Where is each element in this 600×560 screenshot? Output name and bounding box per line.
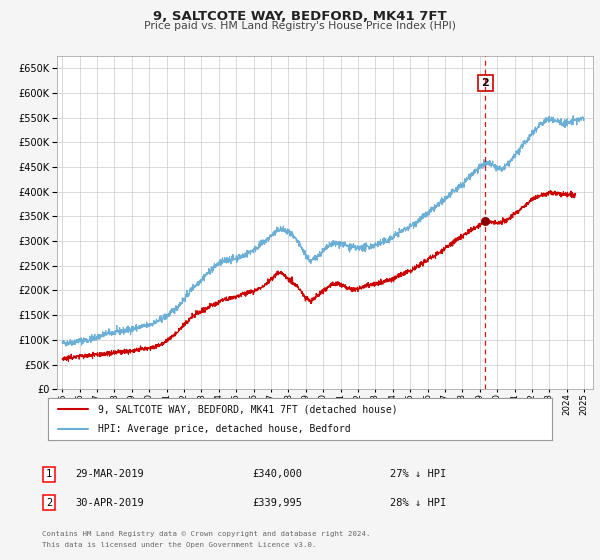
Text: 1: 1 [46,469,52,479]
Text: £339,995: £339,995 [252,498,302,508]
Text: 2: 2 [482,78,490,88]
Text: 27% ↓ HPI: 27% ↓ HPI [390,469,446,479]
Text: 2: 2 [46,498,52,508]
Text: Price paid vs. HM Land Registry's House Price Index (HPI): Price paid vs. HM Land Registry's House … [144,21,456,31]
Text: Contains HM Land Registry data © Crown copyright and database right 2024.: Contains HM Land Registry data © Crown c… [42,531,371,537]
Text: This data is licensed under the Open Government Licence v3.0.: This data is licensed under the Open Gov… [42,542,317,548]
Text: 30-APR-2019: 30-APR-2019 [75,498,144,508]
Text: 29-MAR-2019: 29-MAR-2019 [75,469,144,479]
Text: £340,000: £340,000 [252,469,302,479]
Text: 9, SALTCOTE WAY, BEDFORD, MK41 7FT (detached house): 9, SALTCOTE WAY, BEDFORD, MK41 7FT (deta… [98,404,398,414]
Text: HPI: Average price, detached house, Bedford: HPI: Average price, detached house, Bedf… [98,424,351,434]
Text: 28% ↓ HPI: 28% ↓ HPI [390,498,446,508]
Text: 9, SALTCOTE WAY, BEDFORD, MK41 7FT: 9, SALTCOTE WAY, BEDFORD, MK41 7FT [153,10,447,23]
